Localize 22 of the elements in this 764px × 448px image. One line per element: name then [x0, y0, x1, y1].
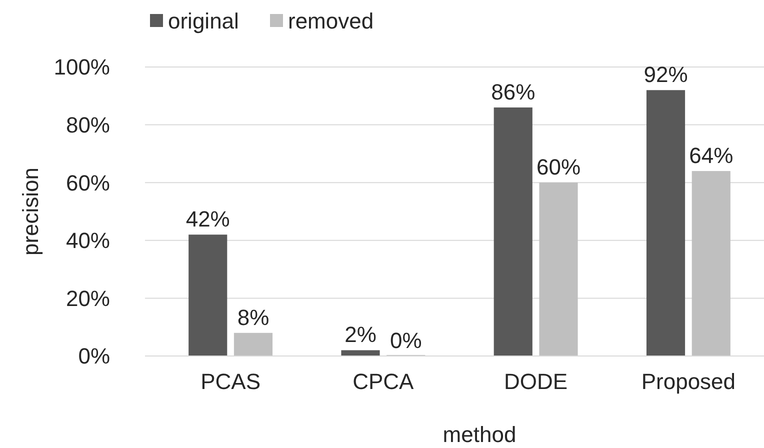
y-tick-label: 0%	[78, 344, 110, 369]
y-tick-label: 60%	[66, 170, 110, 196]
data-label: 60%	[536, 154, 581, 180]
y-tick-label: 100%	[54, 54, 110, 80]
data-label: 8%	[237, 304, 270, 330]
data-label: 64%	[689, 143, 734, 168]
data-label: 86%	[491, 79, 536, 104]
y-axis-title: precision	[18, 167, 43, 256]
x-tick-label: CPCA	[352, 369, 414, 394]
legend-label: removed	[288, 8, 374, 34]
data-label: 0%	[390, 328, 422, 353]
x-axis-title: method	[442, 422, 516, 447]
data-label: 2%	[344, 322, 376, 348]
x-tick-label: DODE	[504, 369, 568, 394]
y-tick-label: 80%	[66, 112, 110, 138]
data-label: 42%	[186, 206, 230, 232]
x-tick-label: PCAS	[200, 369, 261, 394]
y-tick-label: 40%	[66, 228, 110, 254]
legend-label: original	[168, 8, 239, 34]
x-tick-label: Proposed	[641, 369, 736, 394]
y-tick-label: 20%	[66, 286, 110, 311]
data-label: 92%	[644, 62, 688, 88]
